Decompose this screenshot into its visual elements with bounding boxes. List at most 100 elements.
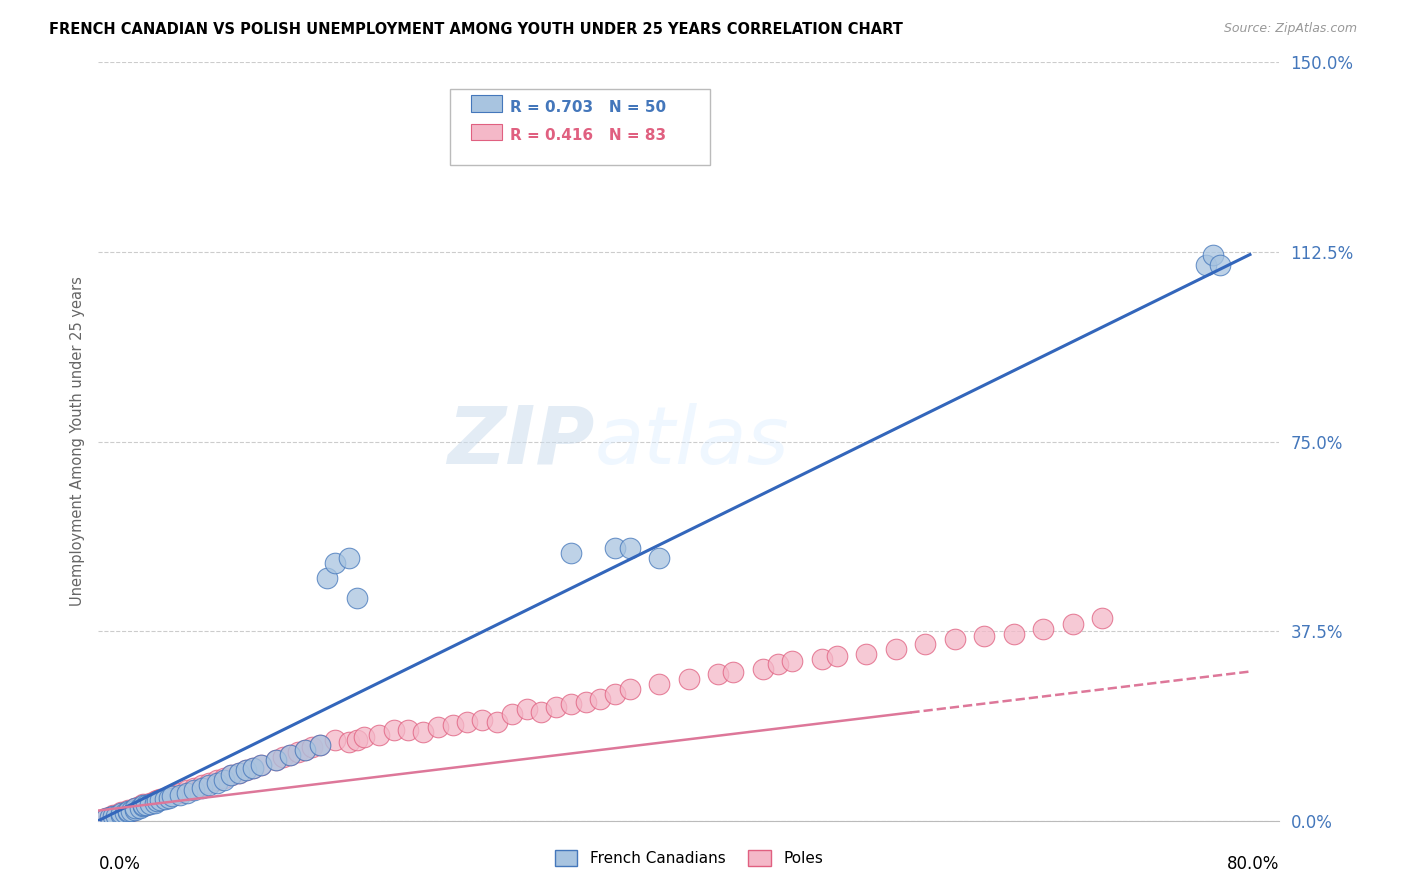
Text: ZIP: ZIP (447, 402, 595, 481)
Point (157, 791, 180, 805)
Point (560, 546, 582, 560)
Point (132, 798, 155, 813)
Point (441, 717, 464, 731)
Point (530, 705, 553, 719)
Point (427, 720, 450, 734)
Point (1062, 616, 1084, 631)
Point (221, 768, 243, 782)
Point (309, 738, 332, 752)
Point (146, 794, 169, 808)
Point (135, 798, 157, 813)
Point (110, 806, 132, 821)
Point (1209, 258, 1232, 272)
Point (124, 801, 146, 815)
Point (124, 801, 146, 815)
Point (605, 687, 627, 701)
Point (346, 591, 368, 606)
Text: R = 0.703   N = 50: R = 0.703 N = 50 (510, 100, 666, 115)
Point (943, 632, 966, 646)
Point (228, 765, 250, 780)
Point (1032, 622, 1054, 636)
Point (105, 808, 128, 822)
Point (250, 758, 273, 772)
Point (382, 723, 405, 737)
Point (205, 776, 228, 790)
Point (501, 707, 523, 722)
Point (368, 728, 391, 742)
Point (117, 805, 139, 819)
Point (103, 808, 125, 822)
Point (1091, 611, 1114, 625)
Point (183, 783, 205, 797)
Point (120, 804, 142, 818)
Point (212, 773, 235, 788)
Point (120, 804, 142, 818)
Point (114, 806, 136, 821)
Point (752, 662, 775, 676)
Point (169, 789, 191, 803)
Point (149, 793, 172, 807)
Point (228, 765, 250, 780)
Point (457, 715, 479, 730)
Point (339, 735, 361, 749)
Point (855, 647, 877, 661)
Point (143, 796, 166, 810)
Point (242, 760, 264, 774)
Point (103, 807, 125, 822)
Point (810, 652, 832, 666)
Point (110, 805, 132, 819)
Point (973, 629, 995, 643)
Point (1002, 626, 1025, 640)
Point (94, 811, 117, 825)
Point (198, 776, 221, 790)
Point (323, 556, 346, 570)
Point (353, 730, 375, 744)
Point (914, 637, 936, 651)
Point (471, 713, 494, 727)
Legend: French Canadians, Poles: French Canadians, Poles (554, 850, 824, 866)
Point (169, 786, 191, 800)
Text: 0.0%: 0.0% (98, 855, 141, 872)
Point (1202, 247, 1225, 261)
Point (242, 760, 264, 774)
Point (316, 571, 339, 585)
Point (176, 783, 198, 797)
Point (678, 672, 700, 686)
Point (132, 799, 155, 814)
Point (110, 806, 132, 821)
Point (589, 692, 612, 706)
Text: atlas: atlas (595, 402, 789, 481)
Point (128, 801, 150, 815)
Point (412, 725, 434, 739)
Point (280, 747, 302, 762)
Point (176, 786, 198, 800)
Point (264, 753, 287, 767)
Point (825, 649, 848, 664)
Point (250, 758, 273, 772)
Point (560, 698, 582, 712)
Point (94, 811, 117, 825)
Text: FRENCH CANADIAN VS POLISH UNEMPLOYMENT AMONG YOUTH UNDER 25 YEARS CORRELATION CH: FRENCH CANADIAN VS POLISH UNEMPLOYMENT A… (49, 22, 903, 37)
Point (128, 799, 150, 814)
Point (575, 695, 598, 709)
Point (648, 550, 671, 565)
Point (153, 791, 176, 805)
Point (146, 793, 169, 807)
Point (98, 809, 121, 823)
Point (153, 792, 176, 806)
Point (309, 738, 332, 752)
Point (191, 778, 214, 792)
Point (619, 541, 641, 555)
Point (323, 732, 346, 747)
Point (398, 723, 420, 737)
Point (162, 789, 183, 803)
Point (221, 768, 243, 782)
Point (139, 797, 162, 812)
Point (301, 740, 323, 755)
Point (105, 808, 128, 822)
Point (212, 771, 235, 785)
Point (723, 665, 745, 679)
Y-axis label: Unemployment Among Youth under 25 years: Unemployment Among Youth under 25 years (69, 277, 84, 607)
Point (117, 803, 139, 817)
Point (235, 763, 257, 777)
